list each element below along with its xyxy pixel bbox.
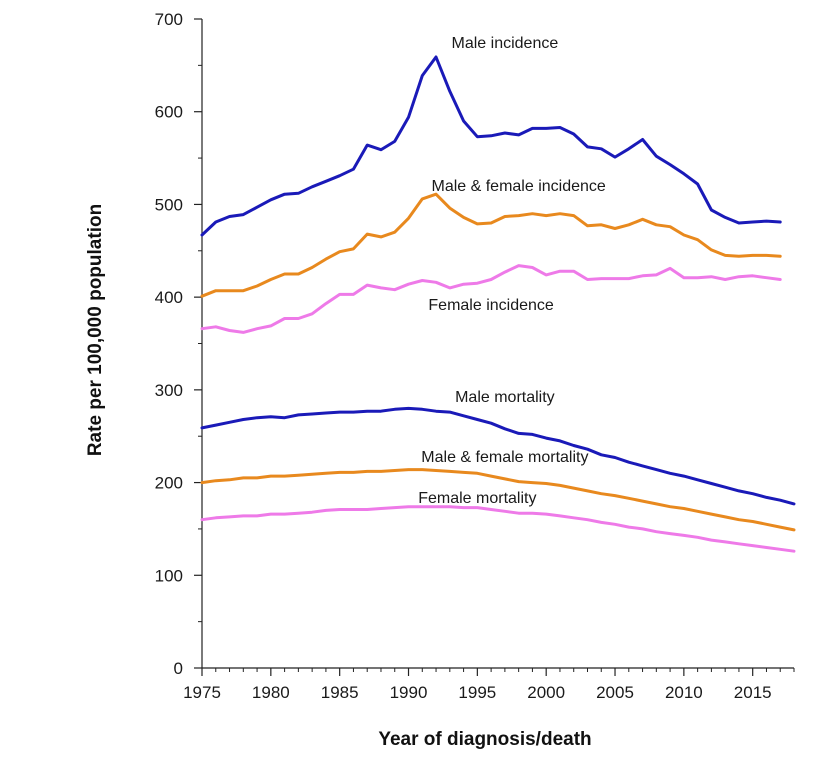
series-line-male-and-female-incidence xyxy=(200,192,782,298)
y-tick-label-600: 600 xyxy=(155,103,183,122)
series-line-male-mortality xyxy=(200,406,796,506)
x-tick-label-1985: 1985 xyxy=(321,683,359,702)
y-tick-label-300: 300 xyxy=(155,381,183,400)
y-tick-label-700: 700 xyxy=(155,10,183,29)
series-line-female-mortality xyxy=(200,505,796,553)
y-tick-label-200: 200 xyxy=(155,474,183,493)
y-tick-label-400: 400 xyxy=(155,288,183,307)
y-tick-label-500: 500 xyxy=(155,195,183,214)
y-tick-label-100: 100 xyxy=(155,566,183,585)
series-line-female-incidence xyxy=(200,264,782,334)
x-tick-label-2010: 2010 xyxy=(665,683,703,702)
series-label-male-mortality: Male mortality xyxy=(455,389,555,406)
series-label-male-incidence: Male incidence xyxy=(452,35,559,52)
x-axis-title: Year of diagnosis/death xyxy=(378,729,591,750)
series-label-female-mortality: Female mortality xyxy=(418,490,536,507)
x-tick-label-2000: 2000 xyxy=(527,683,565,702)
series-line-male-incidence xyxy=(200,55,782,237)
ticks: 0 100 200 300 400 500 600 700 1975 1980 1985 1990 19… xyxy=(155,10,795,702)
y-tick-label-0: 0 xyxy=(174,659,183,678)
x-tick-label-1975: 1975 xyxy=(183,683,221,702)
x-tick-label-2015: 2015 xyxy=(734,683,772,702)
series-label-female-incidence: Female incidence xyxy=(428,297,554,314)
series-lines xyxy=(200,55,796,553)
x-tick-label-2005: 2005 xyxy=(596,683,634,702)
series-label-male-and-female-incidence: Male & female incidence xyxy=(431,178,605,195)
x-tick-label-1980: 1980 xyxy=(252,683,290,702)
series-line-male-and-female-mortality xyxy=(200,468,796,532)
series-labels: Male incidence Male & female incidence Fem… xyxy=(418,35,606,507)
axes xyxy=(201,19,794,669)
x-tick-label-1995: 1995 xyxy=(458,683,496,702)
series-label-male-and-female-mortality: Male & female mortality xyxy=(421,449,588,466)
y-axis-title: Rate per 100,000 population xyxy=(85,204,106,456)
x-tick-label-1990: 1990 xyxy=(390,683,428,702)
